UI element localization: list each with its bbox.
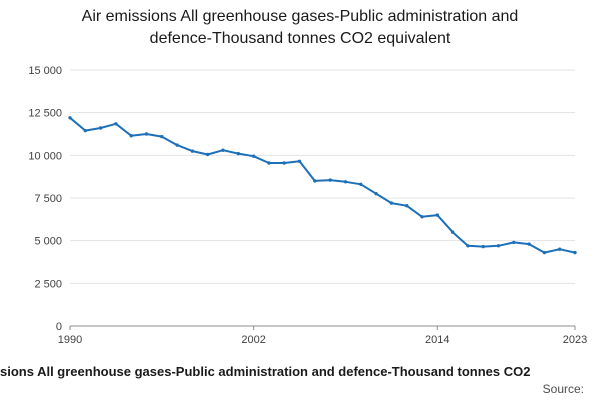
svg-text:0: 0 (56, 321, 62, 333)
svg-text:2002: 2002 (241, 334, 265, 346)
svg-text:15 000: 15 000 (28, 65, 62, 77)
svg-text:2 500: 2 500 (34, 278, 62, 290)
source-label: Source: (542, 382, 584, 396)
footer-caption: sions All greenhouse gases-Public admini… (0, 364, 600, 379)
svg-text:7 500: 7 500 (34, 193, 62, 205)
chart-title: Air emissions All greenhouse gases-Publi… (81, 8, 519, 47)
svg-text:1990: 1990 (58, 334, 82, 346)
svg-text:10 000: 10 000 (28, 150, 62, 162)
svg-text:5 000: 5 000 (34, 236, 62, 248)
svg-text:12 500: 12 500 (28, 108, 62, 120)
svg-text:2014: 2014 (425, 334, 449, 346)
footer-caption-text: sions All greenhouse gases-Public admini… (0, 364, 531, 379)
svg-text:2023: 2023 (563, 334, 587, 346)
